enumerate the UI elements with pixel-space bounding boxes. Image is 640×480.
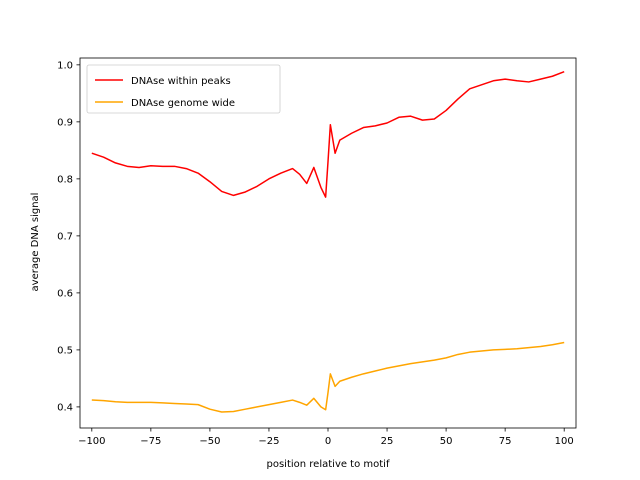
x-tick-label: 0 <box>325 436 331 447</box>
x-tick-label: −50 <box>199 436 220 447</box>
series-layer <box>91 70 565 413</box>
y-axis-label: average DNA signal <box>30 193 41 292</box>
legend-label-2: DNAse genome wide <box>131 98 235 109</box>
x-tick-label: −75 <box>140 436 161 447</box>
y-tick-label: 0.9 <box>57 117 73 128</box>
y-tick-label: 0.5 <box>57 345 73 356</box>
y-tick-label: 0.7 <box>57 231 73 242</box>
x-tick-label: −100 <box>78 436 105 447</box>
legend-box <box>86 64 281 114</box>
x-tick-label: 25 <box>381 436 394 447</box>
x-tick-label: 75 <box>499 436 512 447</box>
y-tick-label: 1.0 <box>57 60 73 71</box>
x-tick-label: 50 <box>440 436 453 447</box>
axes-layer: −100 −75 −50 −25 0 25 50 75 100 0.4 0.5 0.6 0.7 0.8 0.… <box>57 57 577 447</box>
x-tick-label: −25 <box>258 436 279 447</box>
legend: DNAse within peaks DNAse genome wide <box>86 64 281 114</box>
x-axis-label: position relative to motif <box>267 459 390 470</box>
y-tick-label: 0.8 <box>57 174 73 185</box>
series-line-2 <box>91 341 565 413</box>
x-tick-label: 100 <box>555 436 574 447</box>
y-tick-label: 0.6 <box>57 288 73 299</box>
y-tick-label: 0.4 <box>57 402 73 413</box>
series-line-1 <box>91 70 565 198</box>
legend-label-1: DNAse within peaks <box>131 76 231 87</box>
